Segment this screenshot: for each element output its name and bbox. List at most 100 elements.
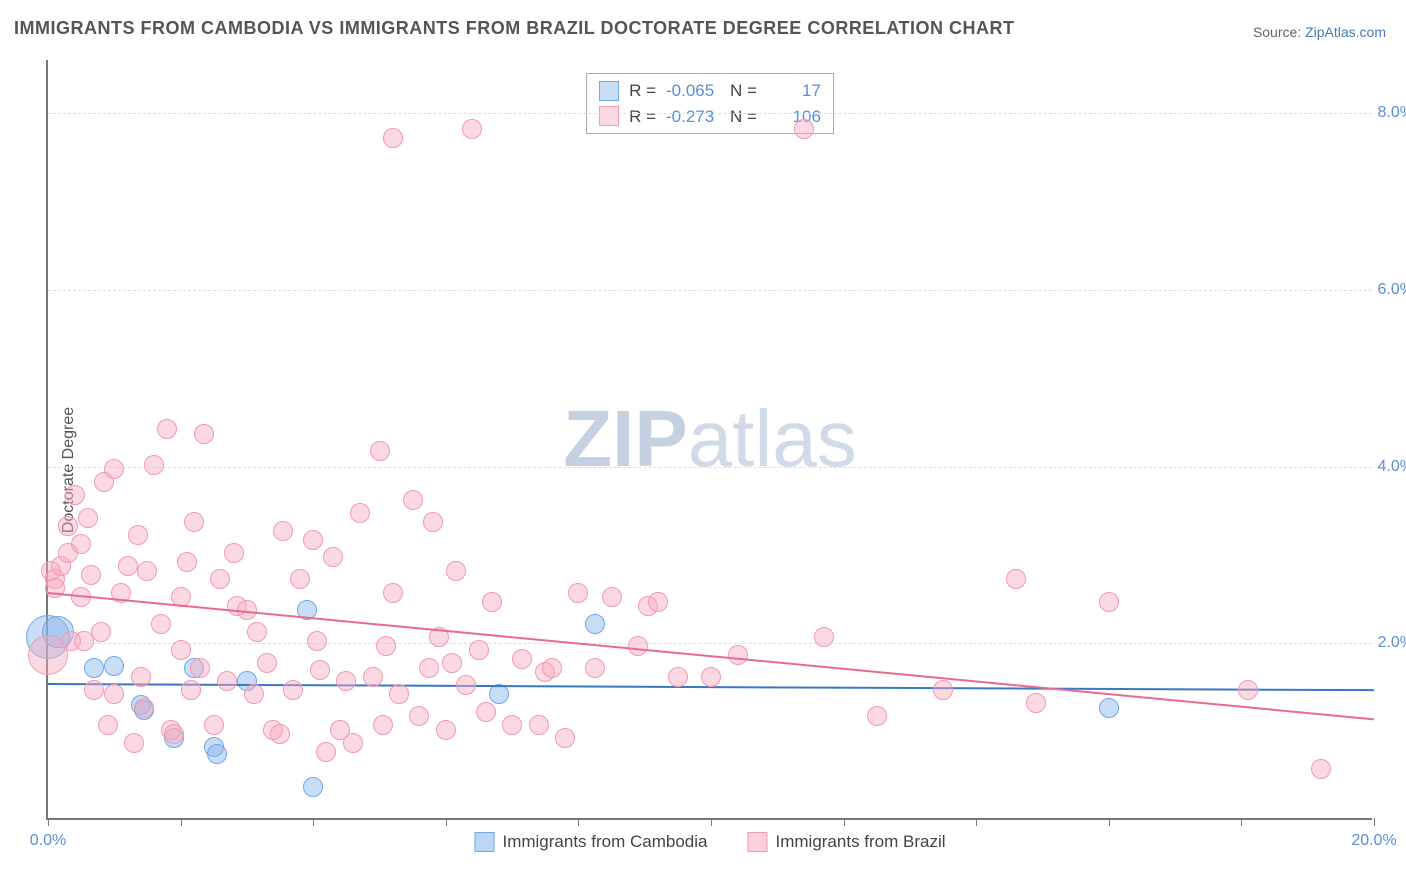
data-point xyxy=(389,684,409,704)
data-point xyxy=(350,503,370,523)
data-point xyxy=(1099,698,1119,718)
source-attribution: Source: ZipAtlas.com xyxy=(1253,24,1386,40)
data-point xyxy=(177,552,197,572)
data-point xyxy=(210,569,230,589)
stats-row: R =-0.065N =17 xyxy=(599,78,821,104)
data-point xyxy=(91,622,111,642)
data-point xyxy=(628,636,648,656)
data-point xyxy=(171,640,191,660)
x-tick-label: 20.0% xyxy=(1351,832,1396,850)
data-point xyxy=(65,485,85,505)
data-point xyxy=(184,512,204,532)
data-point xyxy=(144,455,164,475)
n-label: N = xyxy=(730,104,757,130)
data-point xyxy=(1238,680,1258,700)
legend-label: Immigrants from Cambodia xyxy=(502,832,707,852)
gridline xyxy=(48,643,1372,644)
x-tick xyxy=(446,818,447,826)
data-point xyxy=(78,508,98,528)
data-point xyxy=(423,512,443,532)
data-point xyxy=(316,742,336,762)
source-link[interactable]: ZipAtlas.com xyxy=(1305,24,1386,40)
data-point xyxy=(419,658,439,678)
data-point xyxy=(343,733,363,753)
data-point xyxy=(701,667,721,687)
watermark: ZIPatlas xyxy=(563,393,856,485)
data-point xyxy=(104,684,124,704)
data-point xyxy=(794,119,814,139)
data-point xyxy=(307,631,327,651)
data-point xyxy=(585,658,605,678)
r-label: R = xyxy=(629,104,656,130)
watermark-atlas: atlas xyxy=(688,394,857,483)
data-point xyxy=(290,569,310,589)
data-point xyxy=(403,490,423,510)
data-point xyxy=(1006,569,1026,589)
data-point xyxy=(529,715,549,735)
data-point xyxy=(867,706,887,726)
data-point xyxy=(104,656,124,676)
data-point xyxy=(257,653,277,673)
data-point xyxy=(247,622,267,642)
legend-item: Immigrants from Brazil xyxy=(747,832,945,852)
data-point xyxy=(131,667,151,687)
data-point xyxy=(303,530,323,550)
x-tick-label: 0.0% xyxy=(30,832,66,850)
data-point xyxy=(568,583,588,603)
data-point xyxy=(157,419,177,439)
data-point xyxy=(1311,759,1331,779)
data-point xyxy=(373,715,393,735)
data-point xyxy=(190,658,210,678)
data-point xyxy=(370,441,390,461)
data-point xyxy=(273,521,293,541)
data-point xyxy=(194,424,214,444)
x-tick xyxy=(313,818,314,826)
gridline xyxy=(48,290,1372,291)
watermark-zip: ZIP xyxy=(563,394,687,483)
data-point xyxy=(104,459,124,479)
data-point xyxy=(668,667,688,687)
n-value: 17 xyxy=(767,78,821,104)
data-point xyxy=(244,684,264,704)
legend-item: Immigrants from Cambodia xyxy=(474,832,707,852)
x-tick xyxy=(578,818,579,826)
data-point xyxy=(336,671,356,691)
legend-label: Immigrants from Brazil xyxy=(775,832,945,852)
data-point xyxy=(84,658,104,678)
data-point xyxy=(469,640,489,660)
x-tick xyxy=(844,818,845,826)
data-point xyxy=(98,715,118,735)
n-label: N = xyxy=(730,78,757,104)
data-point xyxy=(81,565,101,585)
data-point xyxy=(446,561,466,581)
data-point xyxy=(555,728,575,748)
gridline xyxy=(48,113,1372,114)
data-point xyxy=(814,627,834,647)
data-point xyxy=(151,614,171,634)
data-point xyxy=(436,720,456,740)
data-point xyxy=(383,583,403,603)
legend-swatch xyxy=(747,832,767,852)
data-point xyxy=(542,658,562,678)
data-point xyxy=(224,543,244,563)
data-point xyxy=(164,724,184,744)
data-point xyxy=(1099,592,1119,612)
plot-area: ZIPatlas R =-0.065N =17R =-0.273N =106 I… xyxy=(46,60,1372,820)
y-tick-label: 6.0% xyxy=(1378,281,1406,299)
y-tick-label: 8.0% xyxy=(1378,104,1406,122)
data-point xyxy=(323,547,343,567)
source-label: Source: xyxy=(1253,24,1301,40)
data-point xyxy=(409,706,429,726)
data-point xyxy=(728,645,748,665)
x-tick xyxy=(711,818,712,826)
data-point xyxy=(217,671,237,691)
data-point xyxy=(376,636,396,656)
data-point xyxy=(134,698,154,718)
legend-swatch xyxy=(599,106,619,126)
data-point xyxy=(1026,693,1046,713)
data-point xyxy=(128,525,148,545)
data-point xyxy=(124,733,144,753)
x-tick xyxy=(976,818,977,826)
chart-title: IMMIGRANTS FROM CAMBODIA VS IMMIGRANTS F… xyxy=(14,18,1014,39)
data-point xyxy=(489,684,509,704)
